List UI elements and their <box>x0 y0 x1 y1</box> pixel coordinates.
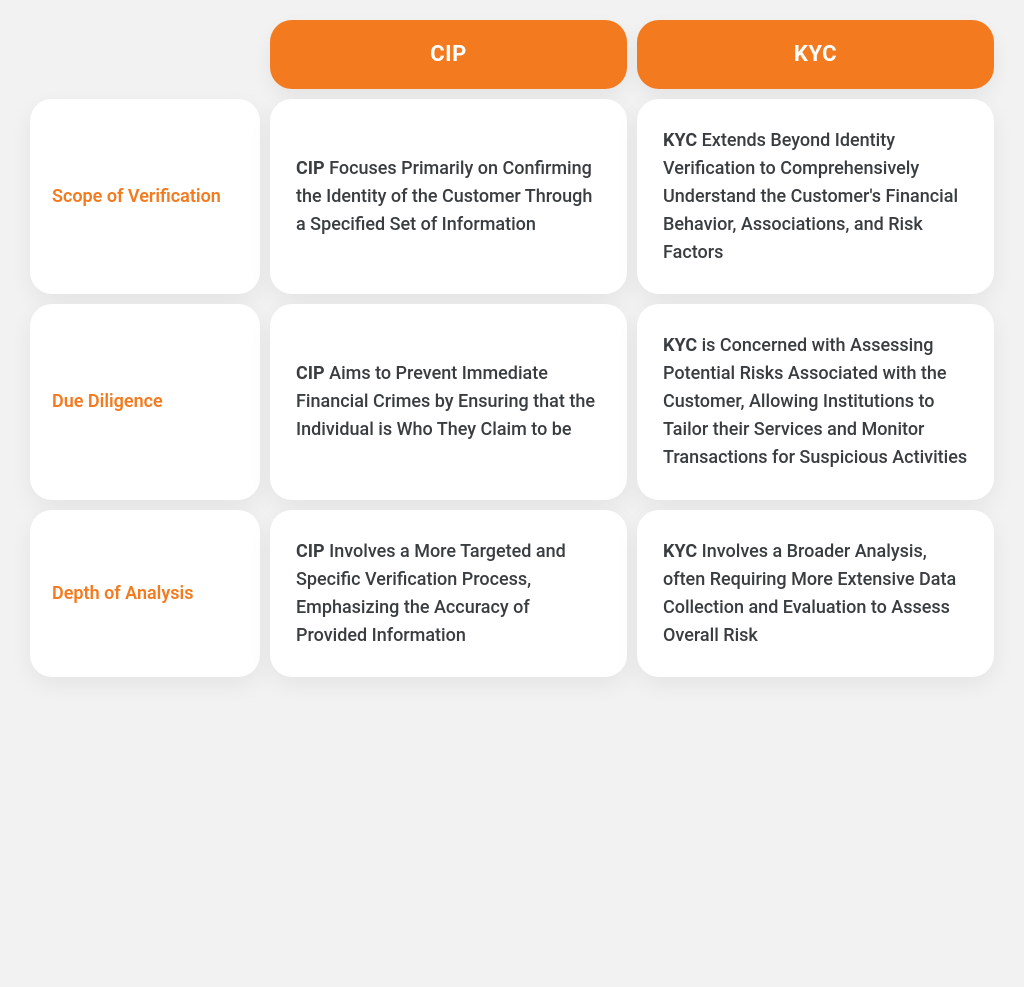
column-header-kyc: KYC <box>637 20 994 89</box>
cell-scope-kyc: KYC Extends Beyond Identity Verification… <box>637 99 994 294</box>
cell-scope-cip-rest: Focuses Primarily on Confirming the Iden… <box>296 158 592 235</box>
cell-depth-kyc-text: KYC Involves a Broader Analysis, often R… <box>663 538 968 650</box>
cell-scope-cip: CIP Focuses Primarily on Confirming the … <box>270 99 627 294</box>
row-label-scope-text: Scope of Verification <box>52 184 221 210</box>
cell-scope-cip-bold: CIP <box>296 158 325 179</box>
row-label-depth-text: Depth of Analysis <box>52 581 193 607</box>
cell-depth-kyc-rest: Involves a Broader Analysis, often Requi… <box>663 541 956 646</box>
cell-scope-kyc-rest: Extends Beyond Identity Verification to … <box>663 130 958 263</box>
cell-diligence-kyc-bold: KYC <box>663 335 697 356</box>
row-label-diligence-text: Due Diligence <box>52 389 163 415</box>
cell-diligence-cip-rest: Aims to Prevent Immediate Financial Crim… <box>296 363 595 440</box>
cell-diligence-cip-bold: CIP <box>296 363 325 384</box>
cell-diligence-cip-text: CIP Aims to Prevent Immediate Financial … <box>296 360 601 444</box>
row-label-diligence: Due Diligence <box>30 304 260 499</box>
column-header-cip: CIP <box>270 20 627 89</box>
column-header-cip-text: CIP <box>430 42 467 67</box>
cell-diligence-kyc-text: KYC is Concerned with Assessing Potentia… <box>663 332 968 471</box>
cell-scope-kyc-text: KYC Extends Beyond Identity Verification… <box>663 127 968 266</box>
cell-diligence-cip: CIP Aims to Prevent Immediate Financial … <box>270 304 627 499</box>
row-label-depth: Depth of Analysis <box>30 510 260 678</box>
column-header-kyc-text: KYC <box>794 42 837 67</box>
cell-scope-kyc-bold: KYC <box>663 130 697 151</box>
cell-diligence-kyc: KYC is Concerned with Assessing Potentia… <box>637 304 994 499</box>
cell-scope-cip-text: CIP Focuses Primarily on Confirming the … <box>296 155 601 239</box>
cell-depth-cip-text: CIP Involves a More Targeted and Specifi… <box>296 538 601 650</box>
header-spacer <box>30 20 260 89</box>
cell-depth-cip-rest: Involves a More Targeted and Specific Ve… <box>296 541 566 646</box>
cell-diligence-kyc-rest: is Concerned with Assessing Potential Ri… <box>663 335 967 468</box>
comparison-table: CIP KYC Scope of Verification CIP Focuse… <box>30 20 994 677</box>
cell-depth-cip: CIP Involves a More Targeted and Specifi… <box>270 510 627 678</box>
cell-depth-cip-bold: CIP <box>296 541 325 562</box>
cell-depth-kyc-bold: KYC <box>663 541 697 562</box>
row-label-scope: Scope of Verification <box>30 99 260 294</box>
cell-depth-kyc: KYC Involves a Broader Analysis, often R… <box>637 510 994 678</box>
